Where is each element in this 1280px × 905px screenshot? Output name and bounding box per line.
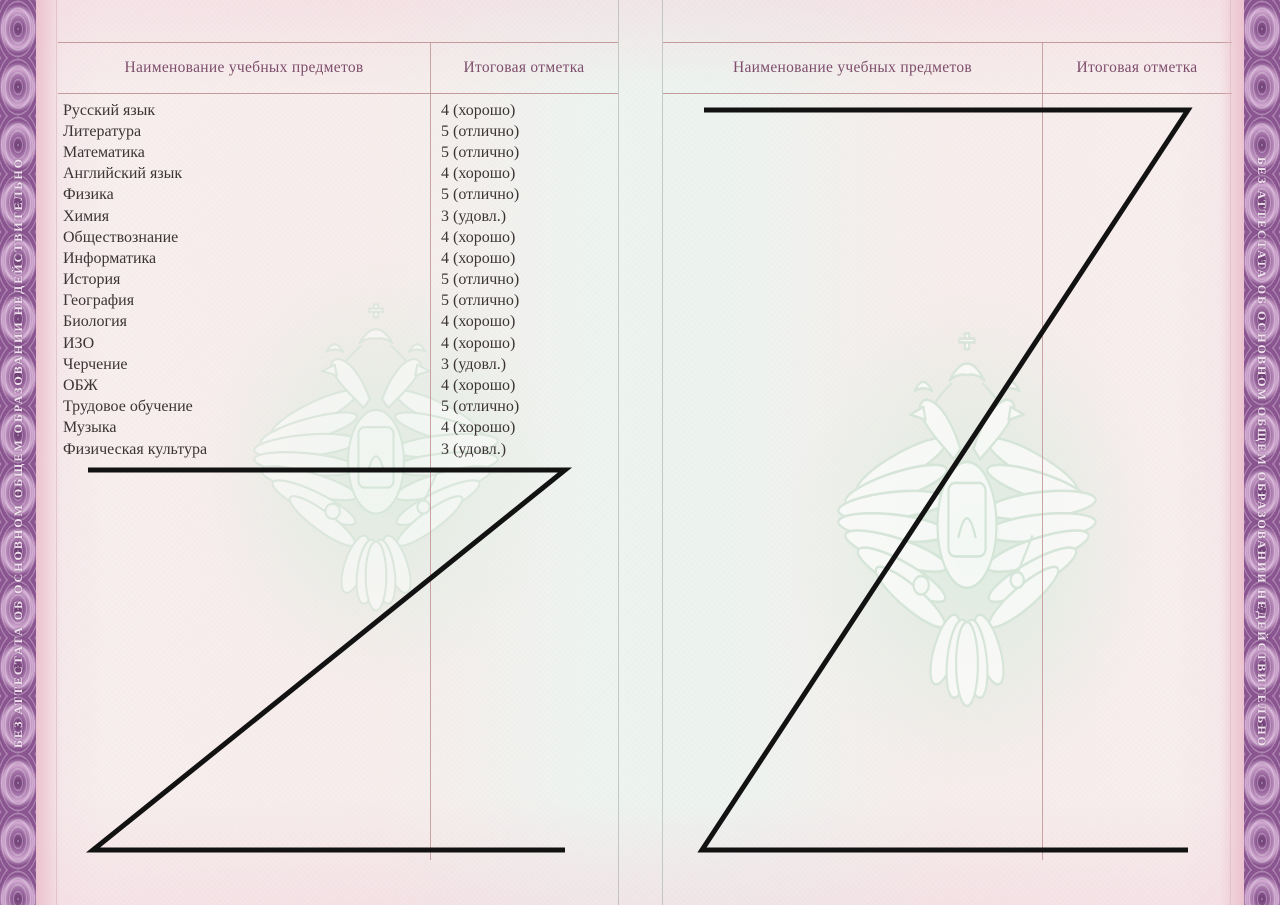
- table-row: Физическая культура 3 (удовл.): [58, 439, 618, 460]
- subject-cell: География: [63, 292, 135, 310]
- table-row: Английский язык 4 (хорошо): [58, 164, 618, 185]
- subject-cell: Информатика: [63, 249, 157, 267]
- table-row: География 5 (отлично): [58, 291, 618, 312]
- subject-cell: Биология: [63, 313, 128, 331]
- table-header-row: Наименование учебных предметов Итоговая …: [663, 42, 1232, 94]
- table-row: Химия 3 (удовл.): [58, 206, 618, 227]
- security-text-left: БЕЗ АТТЕСТАТА ОБ ОСНОВНОМ ОБЩЕМ ОБРАЗОВА…: [11, 157, 25, 748]
- table-row: ОБЖ 4 (хорошо): [58, 375, 618, 396]
- subject-cell: Черчение: [63, 355, 128, 373]
- grade-cell: 3 (удовл.): [441, 440, 507, 458]
- subject-cell: История: [63, 271, 121, 289]
- table-row: Музыка 4 (хорошо): [58, 418, 618, 439]
- table-row: История 5 (отлично): [58, 270, 618, 291]
- subject-cell: ОБЖ: [63, 377, 98, 395]
- subject-cell: Литература: [63, 122, 142, 140]
- security-text-right: БЕЗ АТТЕСТАТА ОБ ОСНОВНОМ ОБЩЕМ ОБРАЗОВА…: [1255, 157, 1269, 748]
- table-header-row: Наименование учебных предметов Итоговая …: [58, 42, 618, 94]
- grade-cell: 5 (отлично): [441, 292, 520, 310]
- subjects-column-header: Наименование учебных предметов: [124, 59, 364, 76]
- table-row: Черчение 3 (удовл.): [58, 354, 618, 375]
- grade-cell: 5 (отлично): [441, 398, 520, 416]
- grade-cell: 5 (отлично): [441, 122, 520, 140]
- grade-column-header: Итоговая отметка: [463, 59, 585, 76]
- grade-cell: 5 (отлично): [441, 143, 520, 161]
- grade-column-header: Итоговая отметка: [1076, 59, 1198, 76]
- table-row: Физика 5 (отлично): [58, 185, 618, 206]
- security-border-right: БЕЗ АТТЕСТАТА ОБ ОСНОВНОМ ОБЩЕМ ОБРАЗОВА…: [1244, 0, 1280, 905]
- table-row: Математика 5 (отлично): [58, 142, 618, 163]
- subject-cell: Русский язык: [63, 101, 156, 119]
- grade-cell: 5 (отлично): [441, 271, 520, 289]
- subject-cell: Физическая культура: [63, 440, 208, 458]
- table-row: ИЗО 4 (хорошо): [58, 333, 618, 354]
- grade-cell: 4 (хорошо): [441, 249, 516, 267]
- security-border-left: БЕЗ АТТЕСТАТА ОБ ОСНОВНОМ ОБЩЕМ ОБРАЗОВА…: [0, 0, 36, 905]
- table-row: Русский язык 4 (хорошо): [58, 100, 618, 121]
- grade-cell: 3 (удовл.): [441, 355, 507, 373]
- subject-cell: ИЗО: [63, 334, 95, 352]
- subject-cell: Физика: [63, 186, 114, 204]
- grade-cell: 4 (хорошо): [441, 377, 516, 395]
- subject-cell: Химия: [63, 207, 110, 225]
- table-row: Информатика 4 (хорошо): [58, 248, 618, 269]
- subject-cell: Музыка: [63, 419, 117, 437]
- table-row: Биология 4 (хорошо): [58, 312, 618, 333]
- grade-cell: 4 (хорошо): [441, 101, 516, 119]
- column-separator-line: [1042, 42, 1043, 860]
- left-page-edge-line: [56, 0, 57, 905]
- subject-cell: Трудовое обучение: [63, 398, 193, 416]
- grade-rows: Русский язык 4 (хорошо) Литература 5 (от…: [58, 100, 618, 460]
- subject-cell: Обществознание: [63, 228, 179, 246]
- subject-cell: Математика: [63, 143, 145, 161]
- right-page-grade-table: Наименование учебных предметов Итоговая …: [663, 42, 1232, 860]
- grade-cell: 4 (хорошо): [441, 334, 516, 352]
- grade-cell: 4 (хорошо): [441, 165, 516, 183]
- table-row: Литература 5 (отлично): [58, 121, 618, 142]
- left-page-grade-table: Наименование учебных предметов Итоговая …: [58, 42, 618, 860]
- grade-cell: 5 (отлично): [441, 186, 520, 204]
- table-row: Трудовое обучение 5 (отлично): [58, 397, 618, 418]
- border-fade-left: [36, 0, 60, 905]
- fold-line-left: [618, 0, 619, 905]
- grade-cell: 4 (хорошо): [441, 313, 516, 331]
- table-row: Обществознание 4 (хорошо): [58, 227, 618, 248]
- grade-cell: 4 (хорошо): [441, 419, 516, 437]
- subjects-column-header: Наименование учебных предметов: [732, 59, 973, 76]
- subject-cell: Английский язык: [63, 165, 183, 183]
- grade-cell: 4 (хорошо): [441, 228, 516, 246]
- grade-cell: 3 (удовл.): [441, 207, 507, 225]
